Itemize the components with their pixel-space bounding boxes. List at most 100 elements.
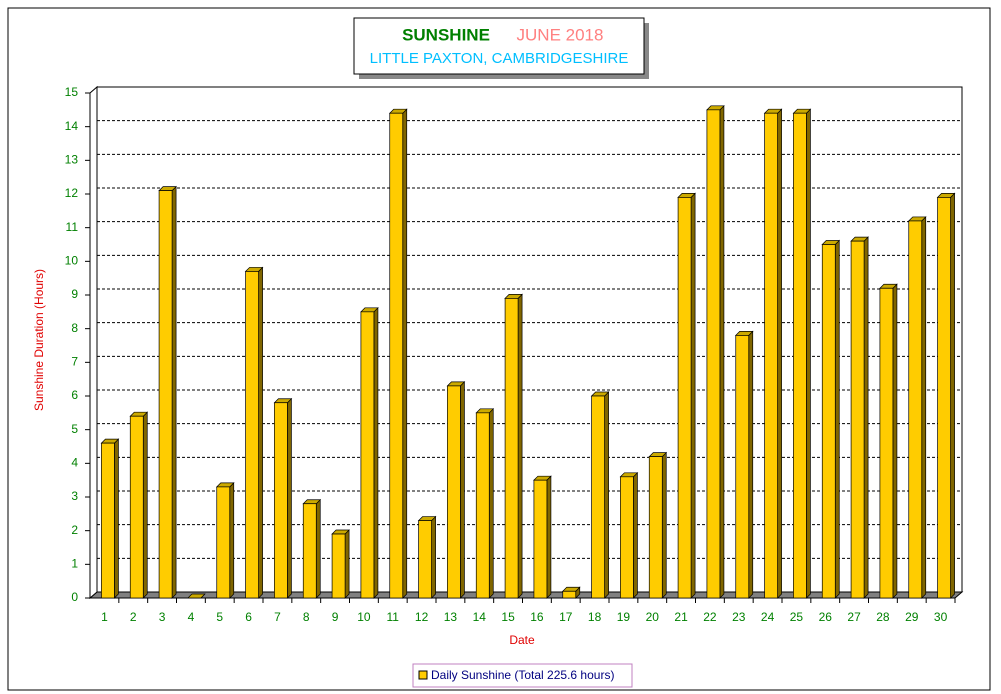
bar-side	[229, 482, 235, 599]
bar-side	[258, 266, 263, 599]
bar-side	[863, 236, 869, 599]
left-wall	[89, 85, 98, 600]
y-tick-label: 6	[71, 388, 78, 402]
bar-side	[806, 108, 811, 599]
y-tick-label: 11	[66, 220, 79, 234]
x-tick-label: 24	[761, 610, 775, 624]
bar	[158, 190, 173, 599]
chart-period: JUNE 2018	[517, 25, 604, 44]
bar	[648, 456, 663, 599]
bar	[418, 520, 432, 599]
y-tick-label: 8	[71, 321, 78, 335]
bar-side	[373, 306, 379, 599]
y-tick-label: 5	[71, 422, 78, 436]
x-axis-label: Date	[509, 633, 535, 647]
x-tick-label: 3	[159, 610, 166, 624]
bar	[677, 197, 692, 599]
bar	[101, 442, 115, 599]
y-tick-label: 2	[71, 523, 78, 537]
bar-side	[719, 104, 725, 599]
bar-side	[287, 397, 292, 599]
bar	[764, 112, 778, 599]
bar	[735, 335, 750, 599]
bar	[937, 197, 951, 599]
bar	[821, 244, 836, 599]
x-tick-label: 13	[444, 610, 458, 624]
bar-top	[187, 593, 206, 599]
y-tick-label: 12	[65, 186, 79, 200]
bar	[129, 415, 144, 599]
bar	[447, 385, 461, 599]
bar	[620, 476, 634, 599]
x-tick-label: 25	[790, 610, 804, 624]
x-tick-label: 30	[934, 610, 948, 624]
x-tick-label: 2	[130, 610, 137, 624]
y-tick-label: 4	[71, 456, 78, 470]
y-tick-label: 3	[71, 489, 78, 503]
x-tick-label: 20	[646, 610, 660, 624]
bar	[360, 311, 375, 599]
legend-label: Daily Sunshine (Total 225.6 hours)	[431, 668, 614, 682]
bar-side	[834, 239, 840, 599]
chart-subtitle: LITTLE PAXTON, CAMBRIDGESHIRE	[370, 50, 629, 67]
y-tick-label: 15	[65, 85, 79, 99]
x-tick-label: 4	[188, 610, 195, 624]
x-tick-label: 1	[101, 610, 108, 624]
x-tick-label: 7	[274, 610, 281, 624]
bar	[302, 503, 317, 599]
x-tick-label: 8	[303, 610, 310, 624]
legend-swatch	[418, 670, 428, 680]
y-tick-label: 14	[65, 119, 79, 133]
y-tick-label: 7	[71, 355, 78, 369]
title-box	[353, 17, 645, 75]
bar-side	[604, 391, 609, 599]
x-tick-label: 16	[530, 610, 544, 624]
chart-title: SUNSHINE	[402, 25, 490, 44]
bar-side	[315, 498, 321, 599]
x-tick-label: 5	[216, 610, 223, 624]
bar	[879, 287, 894, 599]
x-tick-label: 23	[732, 610, 746, 624]
y-tick-label: 9	[71, 287, 78, 301]
bar-side	[171, 185, 177, 599]
bar-side	[777, 108, 782, 599]
bar-side	[546, 475, 552, 599]
bar	[706, 109, 721, 599]
y-tick-label: 1	[71, 557, 78, 571]
back-wall	[96, 86, 963, 593]
x-tick-label: 15	[501, 610, 515, 624]
bar	[591, 395, 605, 599]
bar	[245, 271, 259, 599]
bar-side	[517, 293, 523, 599]
bar	[389, 112, 404, 599]
bar-side	[661, 451, 667, 599]
bar-side	[344, 529, 350, 599]
y-axis-label: Sunshine Duration (Hours)	[32, 269, 46, 411]
bar-side	[633, 471, 638, 599]
x-tick-label: 19	[617, 610, 631, 624]
x-tick-label: 17	[559, 610, 573, 624]
bar	[533, 479, 548, 599]
bar	[562, 590, 577, 599]
x-tick-label: 27	[847, 610, 861, 624]
x-tick-label: 10	[357, 610, 371, 624]
bar-side	[114, 438, 119, 599]
y-tick-label: 0	[71, 590, 78, 604]
bar-side	[921, 216, 927, 599]
x-tick-label: 21	[674, 610, 688, 624]
y-tick-label: 13	[65, 153, 79, 167]
bar	[274, 402, 288, 599]
legend-box	[412, 663, 633, 688]
bar-side	[431, 515, 436, 599]
bar-side	[488, 407, 494, 599]
bar-side	[950, 192, 955, 599]
bar	[908, 220, 923, 599]
bar-side	[402, 108, 408, 599]
bar-side	[142, 411, 148, 599]
x-tick-label: 26	[819, 610, 833, 624]
bar-side	[460, 381, 465, 599]
x-tick-label: 11	[387, 610, 400, 624]
bar-side	[690, 192, 696, 599]
x-tick-label: 12	[415, 610, 429, 624]
